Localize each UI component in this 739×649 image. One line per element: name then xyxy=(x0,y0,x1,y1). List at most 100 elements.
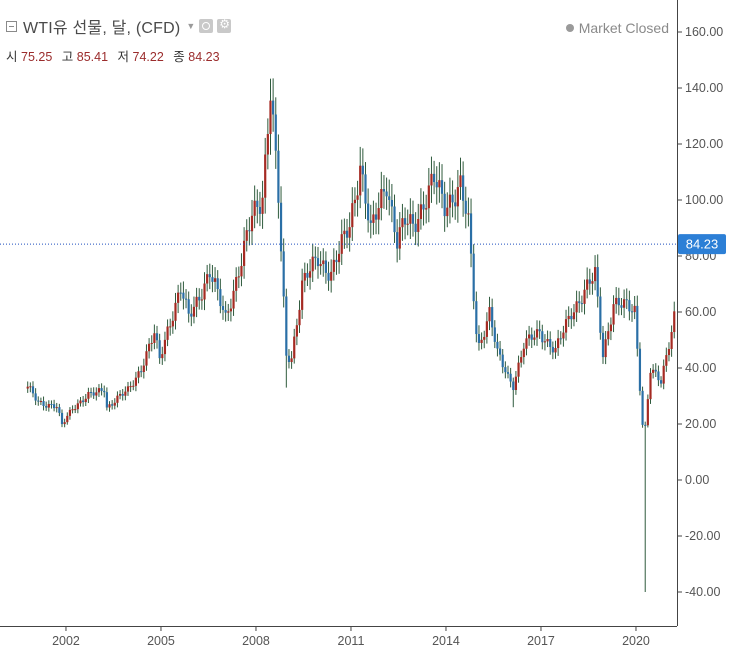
candle-body xyxy=(42,401,45,406)
candle-body xyxy=(52,404,56,409)
candle-body xyxy=(491,307,494,328)
candle-body xyxy=(567,315,570,320)
ohlc-legend: 시 75.25 고 85.41 저 74.22 종 84.23 xyxy=(6,46,226,65)
candle-body xyxy=(578,301,581,304)
candle-body xyxy=(440,180,444,194)
candle-body xyxy=(190,313,193,317)
candle-body xyxy=(97,388,101,393)
candle-body xyxy=(264,154,267,198)
candle-body xyxy=(607,331,610,340)
market-status: Market Closed xyxy=(565,20,669,36)
candle-body xyxy=(290,358,293,363)
candle-body xyxy=(221,306,225,310)
candle-body xyxy=(184,298,188,300)
candle-body xyxy=(208,274,211,278)
status-dot-icon xyxy=(565,24,574,32)
open-label: 시 xyxy=(6,50,18,64)
candle-body xyxy=(272,100,275,115)
x-tick-label: 2002 xyxy=(52,634,80,648)
candle-body xyxy=(659,380,663,384)
candle-body xyxy=(657,371,660,381)
candle-body xyxy=(564,319,568,333)
candle-body xyxy=(161,354,164,359)
candle-body xyxy=(673,311,676,333)
candle-body xyxy=(100,388,103,391)
candle-body xyxy=(155,333,159,341)
candle-body xyxy=(393,206,396,233)
candle-body xyxy=(493,327,496,342)
candle-body xyxy=(192,306,196,317)
candle-body xyxy=(29,386,32,388)
candle-body xyxy=(644,424,647,426)
candle-body xyxy=(488,307,491,322)
candle-body xyxy=(480,339,483,343)
current-price-label: 84.23 xyxy=(686,237,719,252)
candle-body xyxy=(306,272,309,278)
candle-body xyxy=(654,369,657,372)
candle-body xyxy=(422,204,425,210)
chevron-down-icon[interactable]: ▼ xyxy=(186,21,196,31)
candle-body xyxy=(586,279,589,290)
candle-body xyxy=(448,194,452,208)
candle-body xyxy=(380,189,383,209)
candle-body xyxy=(459,175,462,188)
candle-body xyxy=(279,202,283,252)
candle-body xyxy=(562,332,565,339)
candle-body xyxy=(31,386,35,394)
candle-body xyxy=(372,214,375,223)
candle-body xyxy=(232,290,235,309)
candle-body xyxy=(485,321,488,337)
candle-body xyxy=(340,234,343,254)
candle-body xyxy=(337,253,341,263)
candle-body xyxy=(39,401,43,403)
candle-body xyxy=(649,372,652,400)
candle-body xyxy=(451,194,454,203)
candle-body xyxy=(351,203,354,228)
candle-body xyxy=(570,315,573,320)
candle-body xyxy=(483,336,486,340)
market-status-text: Market Closed xyxy=(578,20,669,36)
candle-body xyxy=(118,393,122,396)
candle-body xyxy=(599,296,602,333)
candle-body xyxy=(609,324,613,332)
candle-body xyxy=(636,305,639,349)
candle-body xyxy=(171,320,174,327)
candle-body xyxy=(348,227,351,238)
candle-body xyxy=(533,337,536,340)
eye-icon[interactable] xyxy=(199,19,214,33)
candle-body xyxy=(501,354,504,368)
candle-body xyxy=(633,305,636,313)
candle-body xyxy=(145,351,148,366)
candle-body xyxy=(219,289,222,307)
candle-body xyxy=(522,348,525,358)
candle-body xyxy=(615,297,618,305)
candle-body xyxy=(240,265,243,277)
candle-body xyxy=(601,332,605,358)
candle-body xyxy=(359,165,362,196)
candle-body xyxy=(396,232,399,249)
close-label: 종 xyxy=(173,50,185,64)
candle-body xyxy=(277,150,280,203)
candle-body xyxy=(68,409,72,416)
candle-body xyxy=(419,204,423,219)
candle-body xyxy=(401,218,404,228)
candle-body xyxy=(84,398,87,403)
candle-body xyxy=(446,207,449,217)
candle-body xyxy=(158,340,161,359)
gear-icon[interactable] xyxy=(217,17,232,33)
candle-body xyxy=(549,339,552,347)
candle-body xyxy=(163,339,167,355)
candle-body xyxy=(443,193,446,217)
candle-body xyxy=(546,339,549,342)
candle-body xyxy=(369,220,372,223)
candle-body xyxy=(528,334,531,339)
candle-body xyxy=(261,197,264,214)
candle-body xyxy=(411,214,415,224)
candle-body xyxy=(575,301,578,313)
candle-body xyxy=(367,203,370,221)
candle-body xyxy=(498,348,502,355)
collapse-icon[interactable] xyxy=(6,20,17,32)
symbol-title[interactable]: WTI유 선물, 달, (CFD) xyxy=(23,20,181,37)
candle-body xyxy=(670,332,673,349)
